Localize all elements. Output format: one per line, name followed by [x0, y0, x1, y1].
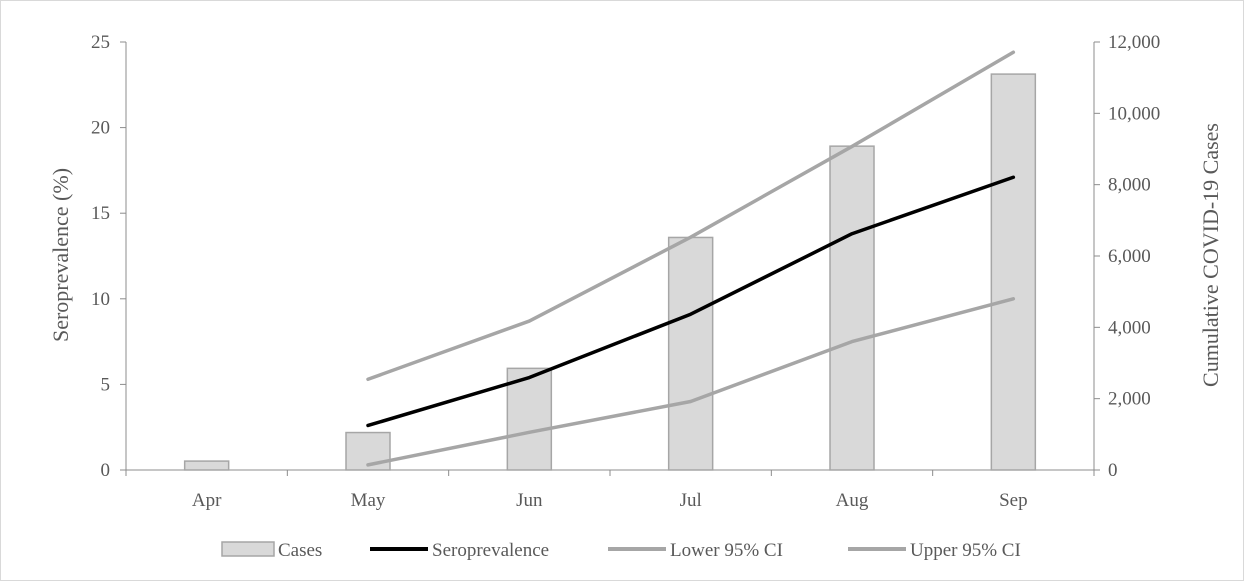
bar-cases [183, 460, 230, 471]
left-axis-title: Seroprevalence (%) [48, 168, 73, 342]
x-tick-label: Apr [192, 490, 222, 511]
left-tick-label: 0 [101, 460, 111, 481]
bar-cases [990, 73, 1037, 471]
bars-group [183, 73, 1037, 471]
right-tick-label: 0 [1108, 460, 1118, 481]
right-tick-label: 6,000 [1108, 246, 1151, 267]
left-tick-label: 25 [91, 32, 110, 53]
x-tick-label: May [351, 490, 386, 511]
ticks-group: 0 5 10 15 20 25 0 2,000 4,000 6,000 8,000 10,000 12,… [91, 32, 1160, 511]
right-tick-label: 2,000 [1108, 389, 1151, 410]
x-tick-label: Jun [516, 490, 543, 511]
left-tick-label: 10 [91, 289, 110, 310]
legend-swatch-cases [221, 541, 275, 557]
right-tick-label: 4,000 [1108, 317, 1151, 338]
left-tick-label: 20 [91, 118, 110, 139]
left-tick-label: 5 [101, 374, 111, 395]
x-tick-label: Aug [836, 490, 869, 511]
right-tick-label: 10,000 [1108, 103, 1160, 124]
lines-group [366, 50, 1016, 467]
x-tick-label: Jul [680, 490, 702, 511]
left-tick-label: 15 [91, 203, 110, 224]
line-lower-95-ci [366, 297, 1016, 467]
bar-cases [667, 236, 714, 471]
right-tick-label: 12,000 [1108, 32, 1160, 53]
right-tick-label: 8,000 [1108, 175, 1151, 196]
line-seroprevalence [366, 175, 1016, 428]
legend-label: Seroprevalence [432, 540, 549, 561]
axes-group [120, 41, 1100, 476]
line-upper-95-ci [366, 50, 1016, 382]
bar-cases [829, 145, 875, 471]
legend-label: Upper 95% CI [910, 540, 1021, 561]
legend: Cases Seroprevalence Lower 95% CI Upper 95%… [221, 540, 1021, 561]
bar-cases [506, 367, 553, 471]
right-axis-title: Cumulative COVID-19 Cases [1198, 123, 1223, 387]
legend-label: Cases [278, 540, 322, 561]
x-tick-label: Sep [999, 490, 1028, 511]
legend-label: Lower 95% CI [670, 540, 783, 561]
